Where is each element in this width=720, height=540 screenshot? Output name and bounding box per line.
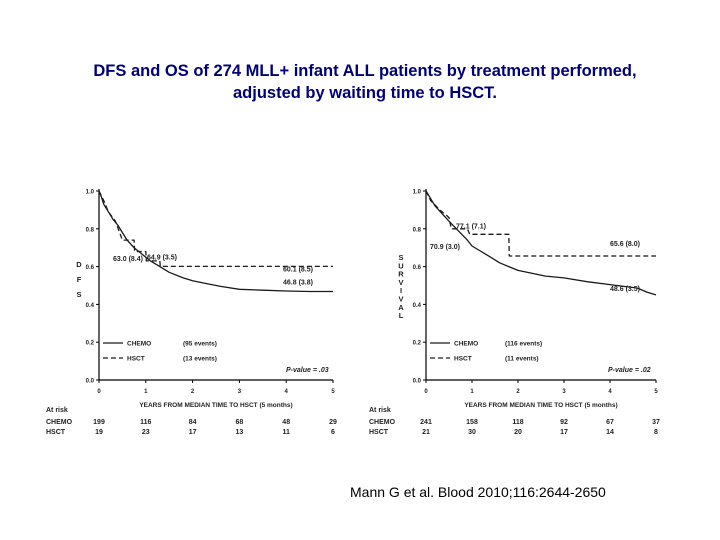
at-risk-value: 19	[95, 429, 103, 436]
at-risk-value: 118	[512, 419, 523, 426]
at-risk-value: 20	[514, 429, 522, 436]
y-tick-label: 0.2	[413, 341, 422, 347]
at-risk-value: 199	[93, 419, 105, 426]
at-risk-value: 30	[468, 429, 476, 436]
at-risk-row-label: HSCT	[46, 429, 66, 436]
x-tick-label: 1	[144, 389, 148, 395]
x-tick-label: 2	[191, 389, 195, 395]
p-value: P-value = .02	[608, 367, 651, 374]
data-label: 65.6 (8.0)	[610, 241, 640, 248]
y-axis-label-letter: I	[400, 286, 402, 295]
data-label: 46.8 (3.8)	[283, 280, 313, 287]
y-axis-label-letter: R	[398, 270, 404, 279]
x-tick-label: 4	[608, 389, 612, 395]
x-tick-label: 5	[331, 389, 335, 395]
series-hsct-curve	[425, 190, 656, 257]
at-risk-value: 11	[282, 429, 290, 436]
at-risk-header: At risk	[46, 407, 68, 414]
y-tick-label: 0.6	[413, 265, 422, 271]
at-risk-value: 48	[282, 419, 290, 426]
at-risk-value: 29	[329, 419, 337, 426]
slide-title: DFS and OS of 274 MLL+ infant ALL patien…	[20, 60, 710, 104]
at-risk-row-label: HSCT	[369, 429, 389, 436]
x-tick-label: 1	[470, 389, 474, 395]
y-axis-label-letter: V	[398, 278, 403, 287]
p-value: P-value = .03	[286, 367, 329, 374]
at-risk-header: At risk	[369, 407, 391, 414]
at-risk-value: 17	[189, 429, 197, 436]
at-risk-value: 116	[140, 419, 151, 426]
y-axis-label-letter: A	[398, 303, 404, 312]
y-axis-label-letter: U	[398, 261, 403, 270]
y-tick-label: 1.0	[86, 190, 95, 196]
y-axis-label-letter: V	[398, 295, 403, 304]
legend-events: (95 events)	[183, 341, 217, 348]
series-hsct-curve	[98, 190, 333, 268]
data-label: 48.6 (3.5)	[610, 286, 640, 293]
y-axis-label-letter: D	[76, 260, 82, 269]
series-chemo-curve	[425, 190, 657, 296]
y-tick-label: 0.2	[86, 341, 95, 347]
y-tick-label: 0.0	[86, 379, 95, 385]
x-tick-label: 2	[516, 389, 520, 395]
at-risk-value: 14	[606, 429, 614, 436]
x-tick-label: 5	[654, 389, 658, 395]
y-tick-label: 0.4	[86, 303, 95, 309]
at-risk-value: 13	[236, 429, 244, 436]
legend-label: HSCT	[454, 356, 472, 363]
x-tick-label: 0	[424, 389, 428, 395]
at-risk-row-label: CHEMO	[46, 419, 73, 426]
x-axis-label: YEARS FROM MEDIAN TIME TO HSCT (5 months…	[464, 402, 617, 409]
data-label: 63.0 (8.4)	[113, 256, 143, 263]
legend-label: HSCT	[127, 356, 145, 363]
y-axis-label-letter: F	[77, 275, 82, 284]
y-tick-label: 0.6	[86, 265, 95, 271]
at-risk-value: 68	[236, 419, 244, 426]
at-risk-value: 37	[652, 419, 660, 426]
x-axis-label: YEARS FROM MEDIAN TIME TO HSCT (5 months…	[139, 402, 292, 409]
legend-label: CHEMO	[127, 341, 151, 348]
y-axis-label-letter: L	[399, 311, 404, 320]
at-risk-value: 67	[606, 419, 614, 426]
at-risk-value: 8	[654, 429, 658, 436]
data-label: 60.1 (8.5)	[283, 266, 313, 273]
survival-panel: 0.0 0.2 0.4 0.6 0.8 1.0 0 1 2 3 4 5 YEARS FROM MEDIA…	[369, 189, 660, 436]
at-risk-value: 158	[466, 419, 478, 426]
at-risk-value: 6	[331, 429, 335, 436]
y-tick-label: 0.0	[413, 379, 422, 385]
x-tick-label: 0	[97, 389, 101, 395]
data-label: 77.1 (7.1)	[456, 223, 486, 230]
at-risk-value: 241	[420, 419, 432, 426]
y-axis-label-letter: S	[76, 290, 81, 299]
at-risk-value: 92	[560, 419, 568, 426]
legend-label: CHEMO	[454, 341, 478, 348]
data-label: 70.9 (3.0)	[430, 244, 460, 251]
y-tick-label: 1.0	[413, 190, 422, 196]
x-tick-label: 3	[562, 389, 566, 395]
at-risk-value: 21	[422, 429, 430, 436]
at-risk-value: 84	[189, 419, 197, 426]
title-line-2: adjusted by waiting time to HSCT.	[232, 84, 498, 102]
at-risk-value: 23	[142, 429, 150, 436]
data-label: 64.9 (3.5)	[147, 254, 177, 261]
legend-events: (13 events)	[183, 356, 217, 363]
title-line-1: DFS and OS of 274 MLL+ infant ALL patien…	[93, 62, 637, 80]
y-axis-label-letter: S	[398, 253, 403, 262]
citation: Mann G et al. Blood 2010;116:2644-2650	[350, 484, 606, 500]
y-tick-label: 0.8	[413, 227, 422, 233]
x-tick-label: 3	[238, 389, 242, 395]
y-tick-label: 0.4	[413, 303, 422, 309]
y-tick-label: 0.8	[86, 227, 95, 233]
legend-events: (116 events)	[505, 341, 542, 348]
at-risk-value: 17	[560, 429, 568, 436]
at-risk-row-label: CHEMO	[369, 419, 396, 426]
legend-events: (11 events)	[505, 356, 539, 363]
x-tick-label: 4	[285, 389, 289, 395]
